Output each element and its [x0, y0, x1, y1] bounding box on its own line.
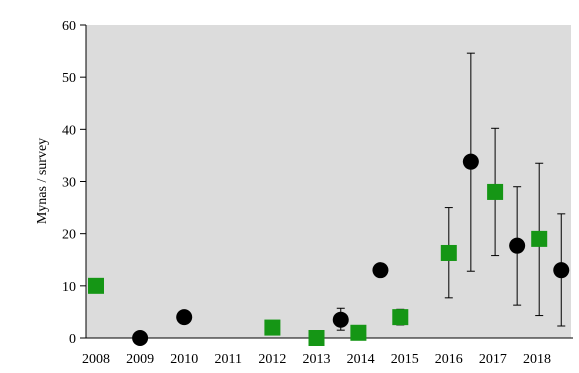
- data-point-circle: [132, 330, 149, 346]
- y-tick-label: 10: [62, 280, 76, 295]
- x-tick-label: 2017: [479, 352, 507, 367]
- x-tick-label: 2013: [303, 352, 331, 367]
- x-tick-label: 2015: [391, 352, 419, 367]
- y-tick-label: 60: [62, 19, 76, 34]
- x-tick-label: 2010: [170, 352, 198, 367]
- x-tick-label: 2014: [347, 352, 375, 367]
- data-point-square: [392, 309, 409, 326]
- x-tick-label: 2012: [258, 352, 286, 367]
- data-point-square: [88, 277, 104, 294]
- data-point-square: [531, 230, 548, 247]
- data-point-square: [308, 330, 325, 346]
- plot-area: [86, 25, 571, 338]
- data-point-circle: [553, 262, 570, 279]
- data-point-square: [350, 324, 367, 341]
- y-axis-title: Mynas / survey: [35, 138, 50, 224]
- y-tick-label: 40: [62, 123, 76, 138]
- data-point-circle: [372, 262, 389, 279]
- y-tick-label: 50: [62, 71, 76, 86]
- x-tick-label: 2018: [523, 352, 551, 367]
- data-point-circle: [462, 153, 479, 170]
- x-tick-label: 2009: [126, 352, 154, 367]
- data-point-square: [264, 319, 281, 336]
- data-markers: [88, 153, 570, 346]
- x-tick-label: 2016: [435, 352, 463, 367]
- data-point-square: [487, 183, 504, 200]
- x-tick-label: 2008: [82, 352, 110, 367]
- y-tick-label: 20: [62, 228, 76, 243]
- data-point-circle: [509, 237, 526, 254]
- x-axis-ticks: 2008 2009 2010 2011 2012 2013 2014 2015 2016 2017…: [82, 352, 551, 367]
- data-point-circle: [176, 309, 193, 326]
- y-tick-label: 30: [62, 176, 76, 191]
- y-axis-ticks: 0 10 20 30 40 50 60: [62, 19, 86, 347]
- y-tick-label: 0: [69, 332, 76, 347]
- x-tick-label: 2011: [215, 352, 242, 367]
- data-point-square: [440, 244, 457, 261]
- data-point-circle: [332, 311, 349, 328]
